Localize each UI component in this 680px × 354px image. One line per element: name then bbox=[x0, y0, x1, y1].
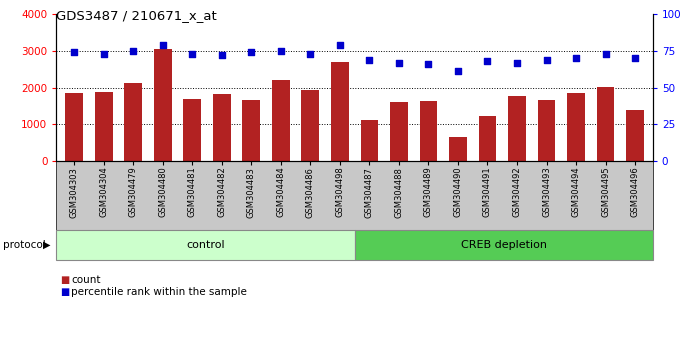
Text: GDS3487 / 210671_x_at: GDS3487 / 210671_x_at bbox=[56, 9, 217, 22]
Text: CREB depletion: CREB depletion bbox=[461, 240, 547, 250]
Bar bbox=[479, 116, 496, 161]
Bar bbox=[154, 49, 171, 161]
Point bbox=[246, 50, 257, 55]
Bar bbox=[213, 94, 231, 161]
Text: ■: ■ bbox=[60, 275, 69, 285]
Point bbox=[452, 69, 463, 74]
Point bbox=[571, 55, 581, 61]
Bar bbox=[65, 93, 83, 161]
Bar bbox=[626, 110, 644, 161]
Bar bbox=[95, 92, 112, 161]
Text: count: count bbox=[71, 275, 101, 285]
Point bbox=[630, 55, 641, 61]
Bar bbox=[301, 90, 319, 161]
Point bbox=[98, 51, 109, 57]
Bar bbox=[597, 87, 615, 161]
Point bbox=[394, 60, 405, 65]
Point bbox=[128, 48, 139, 54]
Bar bbox=[508, 96, 526, 161]
Bar bbox=[390, 102, 408, 161]
Bar bbox=[243, 100, 260, 161]
Point bbox=[69, 50, 80, 55]
Bar bbox=[538, 100, 556, 161]
Bar bbox=[360, 120, 378, 161]
Bar bbox=[124, 83, 142, 161]
Bar bbox=[567, 93, 585, 161]
Point bbox=[511, 60, 522, 65]
Text: control: control bbox=[186, 240, 225, 250]
Point bbox=[157, 42, 168, 48]
Point bbox=[187, 51, 198, 57]
Point bbox=[541, 57, 552, 63]
Text: protocol: protocol bbox=[3, 240, 46, 250]
Point bbox=[275, 48, 286, 54]
Bar bbox=[420, 101, 437, 161]
Point bbox=[423, 61, 434, 67]
Point bbox=[335, 42, 345, 48]
Text: ▶: ▶ bbox=[42, 240, 50, 250]
Point bbox=[364, 57, 375, 63]
Text: ■: ■ bbox=[60, 287, 69, 297]
Text: percentile rank within the sample: percentile rank within the sample bbox=[71, 287, 248, 297]
Bar bbox=[331, 62, 349, 161]
Point bbox=[600, 51, 611, 57]
Point bbox=[482, 58, 493, 64]
Bar bbox=[449, 137, 466, 161]
Point bbox=[305, 51, 316, 57]
Bar bbox=[184, 99, 201, 161]
Bar bbox=[272, 80, 290, 161]
Point bbox=[216, 52, 227, 58]
